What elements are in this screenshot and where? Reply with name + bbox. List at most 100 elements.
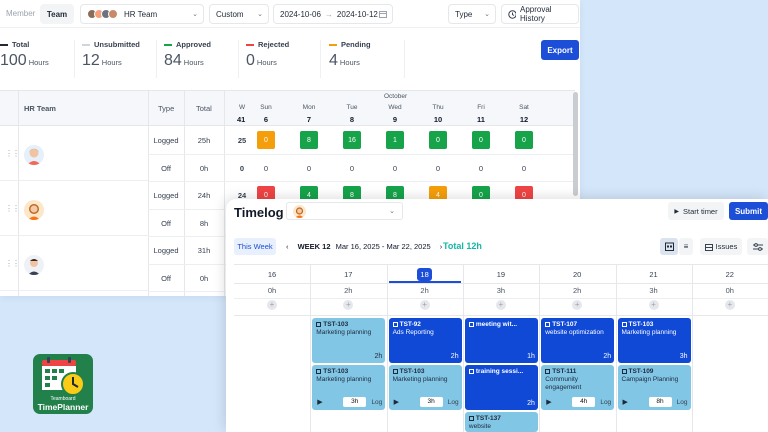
drag-handle-icon[interactable]: ⋮⋮	[5, 149, 20, 158]
time-entry-card[interactable]: TST-103 Marketing planning 3h	[617, 318, 691, 363]
dash-marker	[0, 43, 8, 46]
add-entry-icon[interactable]: +	[648, 300, 659, 310]
time-entry-card[interactable]: meeting wit... 1h	[464, 318, 538, 363]
hours-input[interactable]: 3h	[419, 397, 443, 407]
user-avatar-icon	[293, 205, 306, 218]
time-entry-card[interactable]: TST-137 website	[464, 412, 538, 432]
card-id: TST-92	[399, 321, 421, 328]
day-header[interactable]: 19	[463, 265, 539, 283]
log-button[interactable]: Log	[371, 399, 383, 406]
checkbox-icon	[316, 322, 322, 327]
add-entry-icon[interactable]: +	[419, 300, 430, 310]
issues-button[interactable]: Issues	[700, 238, 742, 255]
card-id: TST-107	[552, 321, 578, 328]
log-button[interactable]: Log	[600, 399, 612, 406]
play-icon[interactable]: ▶	[622, 399, 628, 406]
day-header[interactable]: 17	[310, 265, 386, 283]
time-entry-card[interactable]: TST-103 Marketing planning 2h	[312, 318, 386, 363]
start-timer-button[interactable]: ▶ Start timer	[668, 202, 724, 220]
submit-button[interactable]: Submit	[729, 202, 768, 220]
day-header[interactable]: 22	[692, 265, 768, 283]
time-entry-card[interactable]: TST-109 Campaign Planning ▶ 8h Log	[617, 365, 691, 410]
day-name: Wed	[388, 104, 402, 111]
day-hours-cell: 0	[392, 163, 398, 173]
add-entry-icon[interactable]: +	[495, 300, 506, 310]
add-entry-icon[interactable]: +	[724, 300, 735, 310]
range-select-value: Custom	[216, 9, 244, 19]
play-icon[interactable]: ▶	[317, 399, 323, 406]
team-select[interactable]: HR Team ⌄	[80, 4, 204, 24]
card-title: Ads Reporting	[392, 329, 434, 336]
scrollbar[interactable]	[573, 92, 578, 196]
checkbox-icon	[468, 322, 474, 327]
time-entry-card[interactable]: TST-103 Marketing planning ▶ 3h Log	[312, 365, 386, 410]
start-timer-label: Start timer	[683, 206, 718, 216]
export-button[interactable]: Export	[541, 40, 579, 60]
grid-line	[234, 315, 768, 316]
checkbox-icon	[316, 369, 322, 374]
day-hours: 0h	[725, 286, 734, 295]
day-hours-cell: 0	[478, 163, 484, 173]
day-hours-cell[interactable]: 1	[386, 131, 404, 149]
tab-team[interactable]: Team	[40, 4, 74, 24]
day-header[interactable]: 21	[616, 265, 692, 283]
chevron-left-icon[interactable]: ‹	[286, 242, 289, 251]
day-hours-cell[interactable]: 0	[257, 131, 275, 149]
list-view-button[interactable]: ≡	[679, 238, 693, 255]
settings-button[interactable]	[747, 238, 768, 255]
stat-approved-value: 84	[164, 52, 182, 69]
play-icon[interactable]: ▶	[546, 399, 552, 406]
chevron-right-icon[interactable]: ›	[439, 242, 443, 251]
time-entry-card[interactable]: TST-92 Ads Reporting 2h	[388, 318, 462, 363]
stat-rejected-label: Rejected	[258, 40, 290, 49]
day-name: Fri	[477, 104, 485, 111]
day-hours-cell[interactable]: 0	[515, 131, 533, 149]
stat-total: Total 100 Hours	[0, 40, 49, 70]
calendar-view-button[interactable]	[660, 238, 678, 255]
day-hours-cell[interactable]: 0	[429, 131, 447, 149]
add-entry-icon[interactable]: +	[343, 300, 354, 310]
card-duration: 2h	[450, 353, 459, 360]
sliders-icon	[752, 242, 763, 251]
day-header[interactable]: 18	[387, 265, 463, 283]
day-header[interactable]: 20	[539, 265, 615, 283]
row-divider	[148, 153, 576, 155]
add-entry-icon[interactable]: +	[572, 300, 583, 310]
drag-handle-icon[interactable]: ⋮⋮	[5, 259, 20, 268]
row-total: 0h	[199, 163, 209, 173]
play-icon[interactable]: ▶	[393, 399, 399, 406]
stat-unsubmitted: Unsubmitted 12 Hours	[82, 40, 140, 70]
play-icon: ▶	[674, 208, 680, 215]
time-entry-card[interactable]: TST-107 website optimization 2h	[541, 318, 615, 363]
time-entry-card[interactable]: TST-111 Community engagement ▶ 4h Log	[541, 365, 615, 410]
this-week-button[interactable]: This Week	[234, 238, 276, 255]
day-header[interactable]: 16	[234, 265, 310, 283]
member-select[interactable]: ⌄	[286, 202, 403, 220]
day-date: 17	[344, 269, 353, 279]
log-button[interactable]: Log	[447, 399, 459, 406]
row-total: 24h	[197, 191, 211, 200]
grid-line	[234, 264, 768, 265]
log-button[interactable]: Log	[676, 399, 688, 406]
grid-line	[148, 90, 149, 296]
add-entry-icon[interactable]: +	[267, 300, 277, 310]
day-hours-cell[interactable]: 0	[472, 131, 490, 149]
date-range-field[interactable]: 2024-10-06 → 2024-10-12	[273, 4, 393, 24]
hours-input[interactable]: 4h	[572, 397, 596, 407]
week-label: W	[239, 104, 246, 111]
day-hours-cell[interactable]: 8	[300, 131, 318, 149]
card-title: Campaign Planning	[621, 376, 679, 383]
time-entry-card[interactable]: TST-103 Marketing planning ▶ 3h Log	[388, 365, 462, 410]
day-hours: 0h	[267, 286, 277, 295]
hours-input[interactable]: 3h	[343, 397, 367, 407]
hours-input[interactable]: 8h	[648, 397, 672, 407]
day-hours-cell[interactable]: 16	[343, 131, 361, 149]
drag-handle-icon[interactable]: ⋮⋮	[5, 204, 20, 213]
row-divider	[148, 181, 576, 182]
range-select[interactable]: Custom ⌄	[209, 4, 269, 24]
time-entry-card[interactable]: training sessi... 2h	[464, 365, 538, 410]
type-select[interactable]: Type ⌄	[448, 4, 496, 24]
checkbox-icon	[392, 322, 398, 327]
approval-history-button[interactable]: Approval History	[501, 4, 579, 24]
tab-member[interactable]: Member	[6, 9, 36, 18]
